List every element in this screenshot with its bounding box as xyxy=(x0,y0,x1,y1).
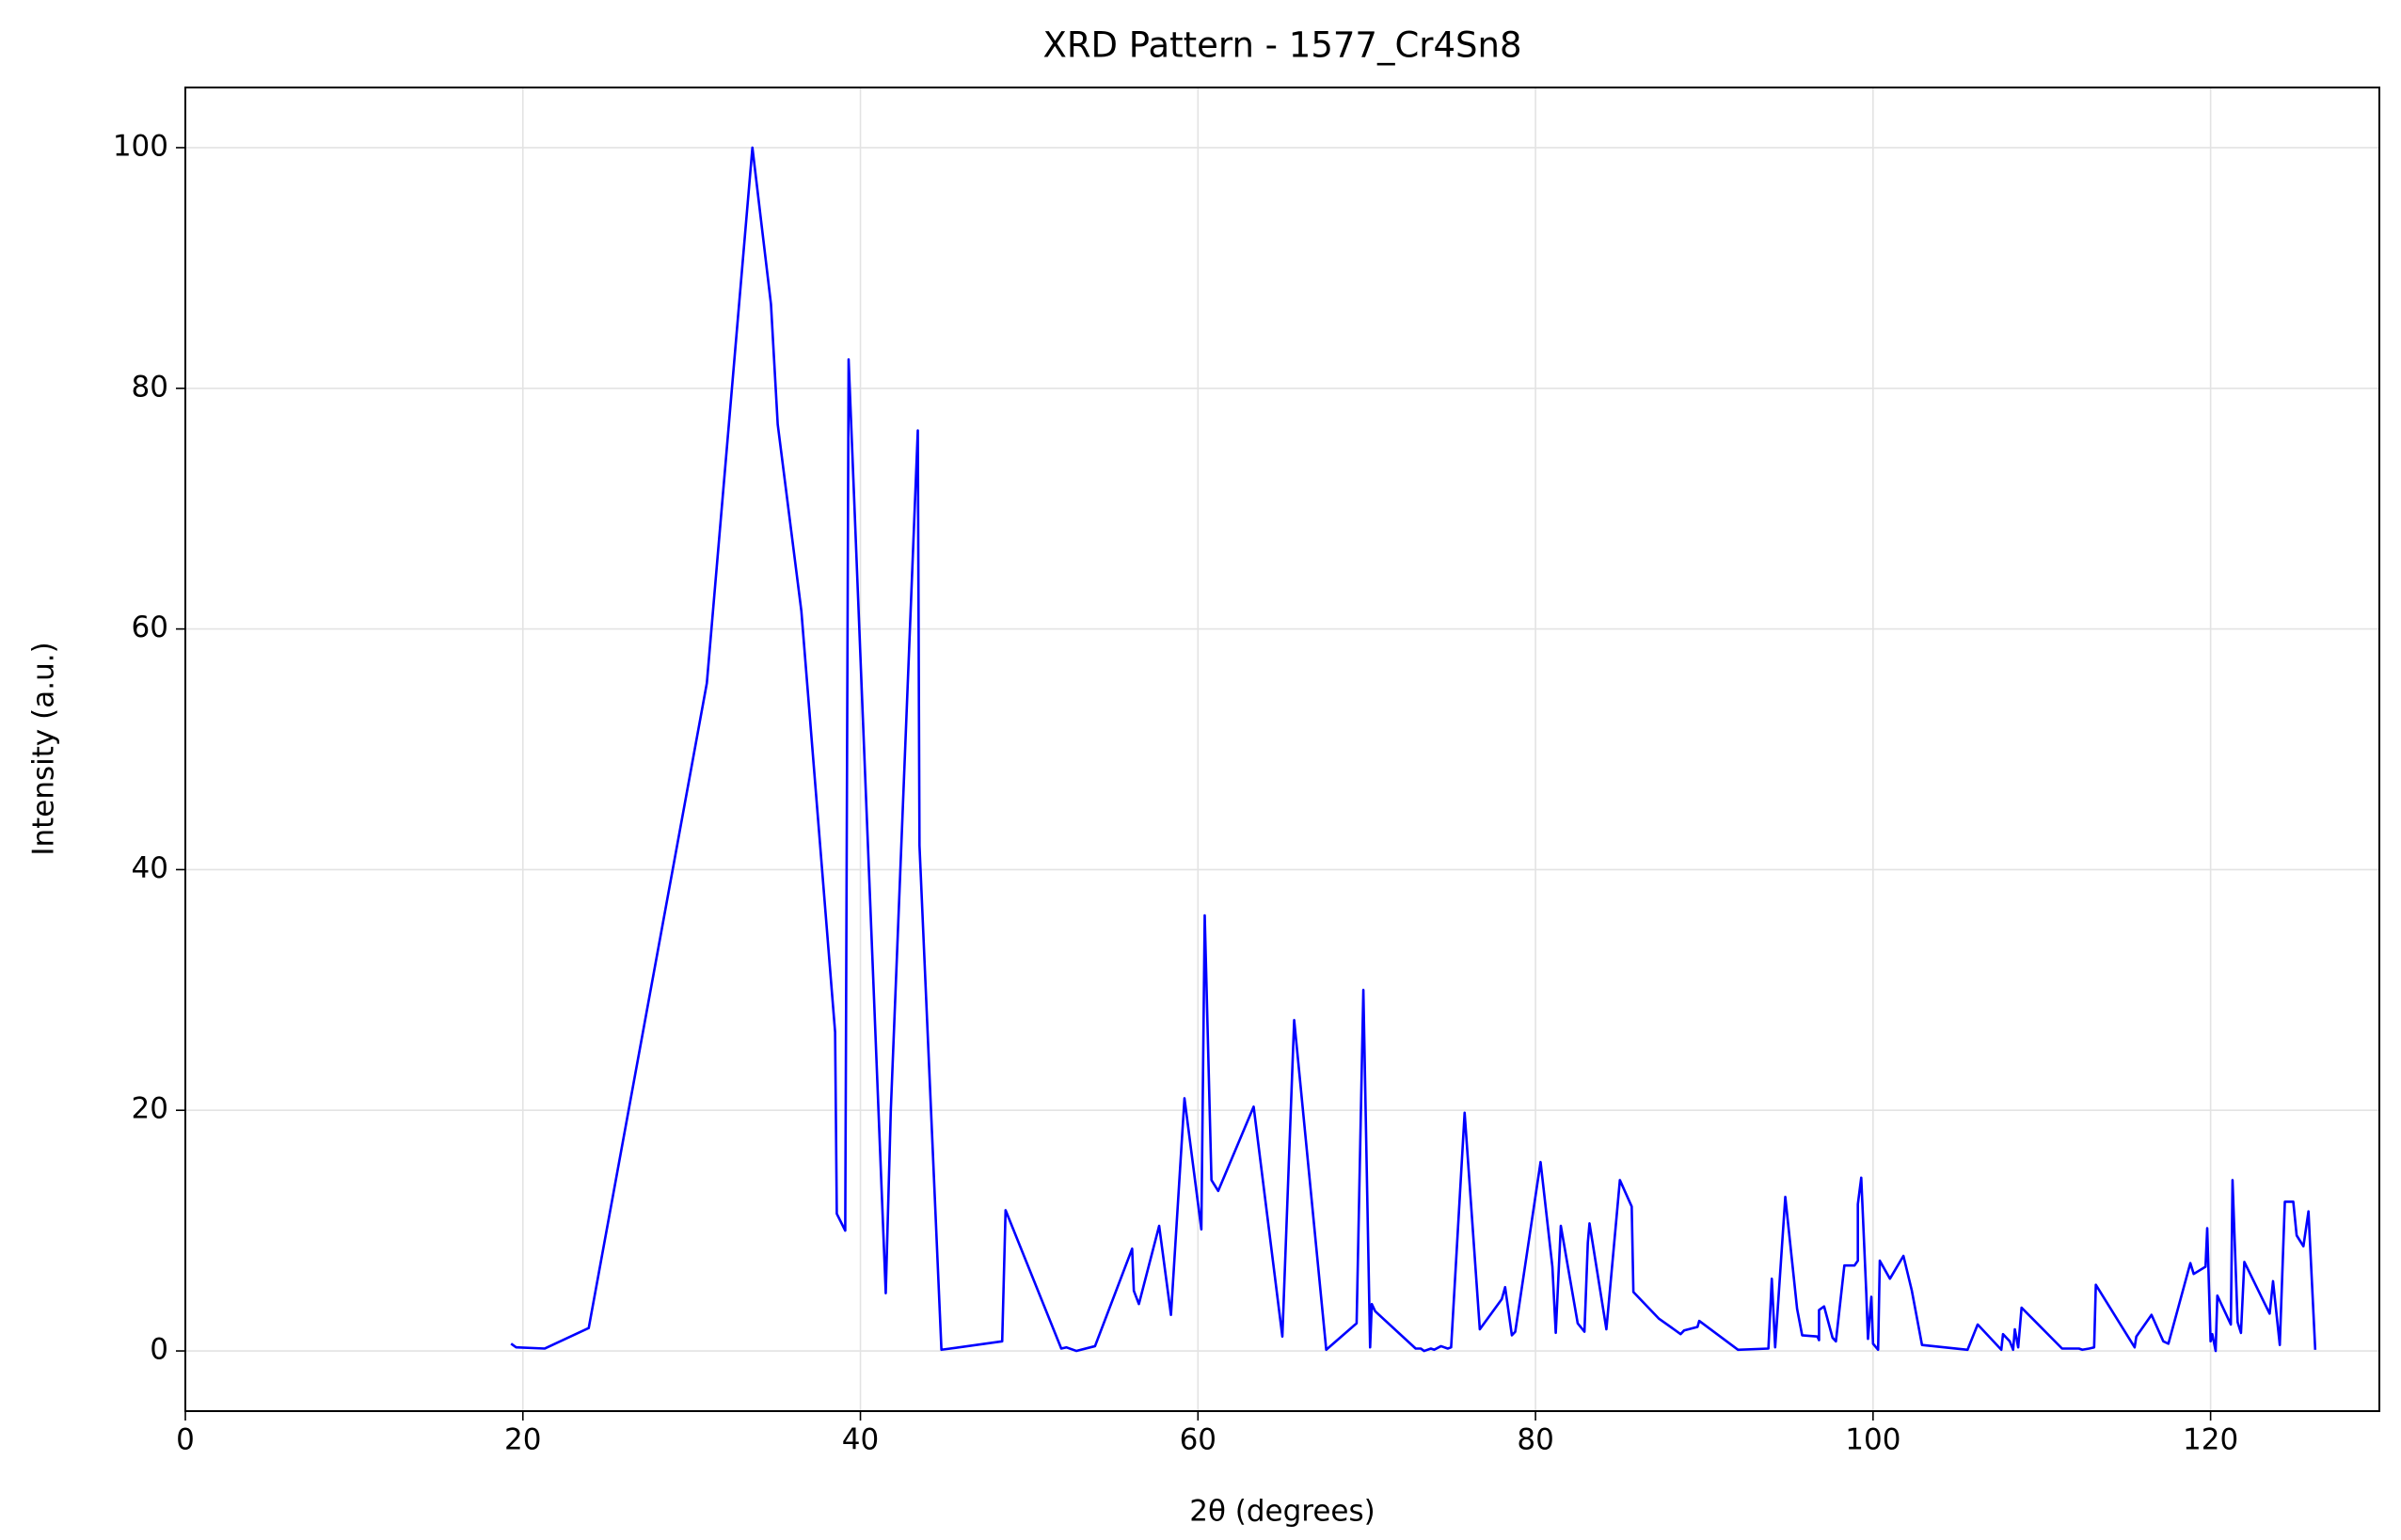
x-tick-label: 0 xyxy=(176,1423,195,1457)
x-tick-label: 20 xyxy=(504,1423,541,1457)
y-tick-label: 100 xyxy=(113,129,168,163)
xrd-line xyxy=(510,146,2317,1353)
x-tick-label: 80 xyxy=(1517,1423,1553,1457)
x-tick-label: 120 xyxy=(2183,1423,2238,1457)
x-tick-label: 60 xyxy=(1180,1423,1216,1457)
data-layer xyxy=(510,146,2317,1353)
plot-frame xyxy=(184,87,2380,1412)
x-tick-label: 100 xyxy=(1845,1423,1900,1457)
y-tick-label: 20 xyxy=(132,1092,168,1126)
grid-layer xyxy=(184,87,2379,1411)
y-tick-label: 40 xyxy=(132,851,168,885)
x-axis-label: 2θ (degrees) xyxy=(1189,1495,1375,1529)
x-tick-label: 40 xyxy=(842,1423,879,1457)
y-tick-label: 0 xyxy=(150,1333,168,1367)
y-tick-label: 60 xyxy=(132,611,168,644)
y-tick-label: 80 xyxy=(132,370,168,404)
chart-title: XRD Pattern - 1577_Cr4Sn8 xyxy=(1042,25,1521,66)
y-axis-label: Intensity (a.u.) xyxy=(27,642,61,855)
